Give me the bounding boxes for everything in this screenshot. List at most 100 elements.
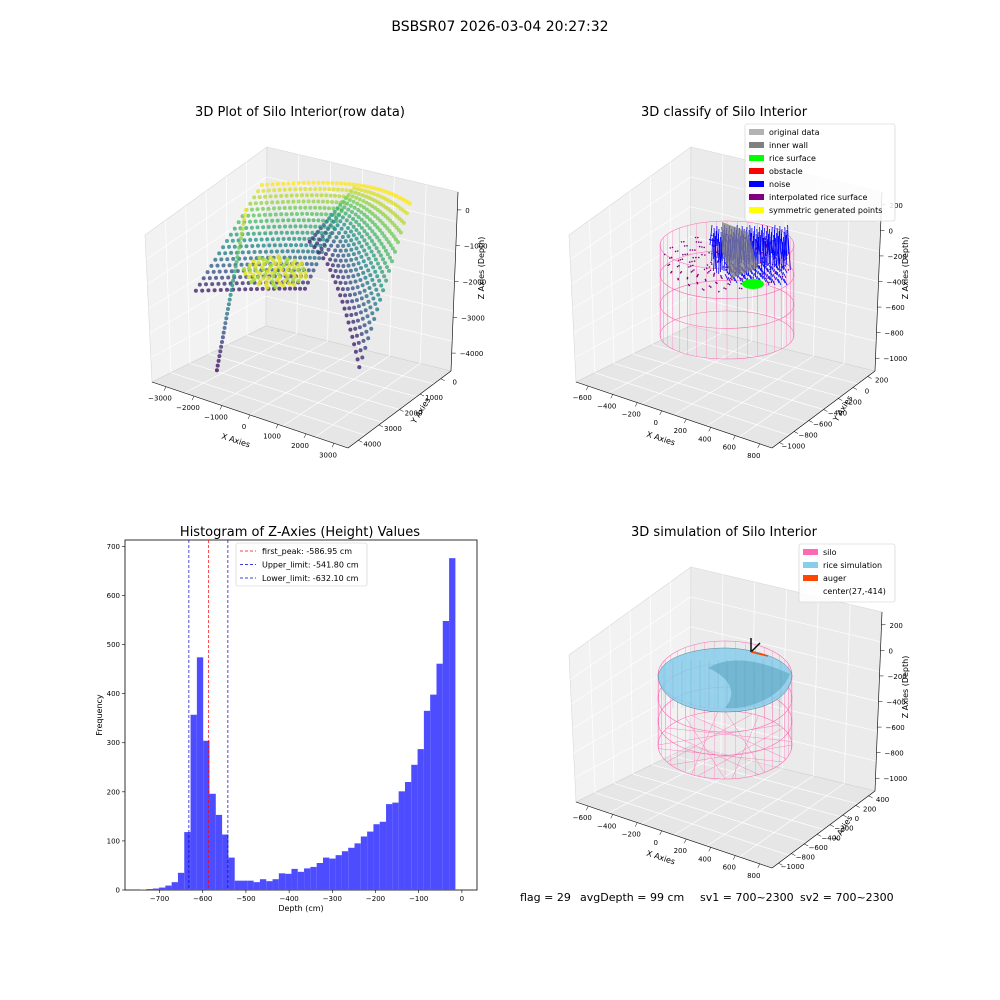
interp-point xyxy=(708,285,711,287)
scatter-point xyxy=(321,256,326,261)
scatter-point xyxy=(305,280,310,285)
scatter-point xyxy=(338,203,343,207)
scatter-point xyxy=(218,288,223,292)
z-tick-label: −400 xyxy=(887,279,906,287)
scatter-point xyxy=(275,181,280,186)
scatter-point xyxy=(326,247,331,252)
interp-point xyxy=(728,283,731,286)
scatter-point xyxy=(331,187,336,192)
scatter-point xyxy=(249,225,254,230)
scatter-point xyxy=(311,218,316,223)
scatter-point xyxy=(346,274,351,279)
scatter-point xyxy=(401,220,406,225)
histogram-bar xyxy=(304,868,311,890)
scatter-point xyxy=(266,188,271,193)
scatter-point xyxy=(243,212,248,217)
x-tick xyxy=(635,822,638,827)
z-tick-label: −4000 xyxy=(460,350,484,358)
scatter-point xyxy=(268,194,273,199)
scatter-point xyxy=(240,226,245,231)
grid-line xyxy=(690,715,877,762)
scatter-point xyxy=(338,280,343,285)
interp-point xyxy=(698,256,700,259)
scatter-point xyxy=(298,271,303,276)
scatter-point xyxy=(386,240,391,245)
scatter-point xyxy=(257,255,262,261)
interp-point xyxy=(740,287,743,290)
x-axis-label: Depth (cm) xyxy=(278,904,323,913)
scatter-point xyxy=(288,205,292,210)
scatter-point xyxy=(298,275,303,280)
scatter-point xyxy=(325,262,330,267)
scatter-point xyxy=(340,215,345,220)
scatter-point xyxy=(265,259,270,264)
scatter-point xyxy=(393,249,397,254)
scatter-point xyxy=(293,286,298,291)
scatter-point xyxy=(370,277,375,282)
grid-line xyxy=(150,295,267,358)
histogram-bar xyxy=(348,847,355,890)
scatter-point xyxy=(376,249,381,254)
scatter-point xyxy=(232,274,236,278)
scatter-point xyxy=(276,264,281,269)
scatter-point xyxy=(204,282,208,287)
scatter-point xyxy=(360,283,365,288)
scatter-point xyxy=(222,281,227,286)
y-tick-label: 3000 xyxy=(384,425,402,433)
scatter-point xyxy=(360,355,365,360)
scatter-point xyxy=(363,345,368,350)
scatter-point xyxy=(225,311,230,316)
scatter-point xyxy=(367,195,372,200)
scatter-point xyxy=(232,226,237,231)
scatter-point xyxy=(365,215,370,219)
scatter-point xyxy=(248,219,252,224)
legend-swatch xyxy=(749,129,764,135)
scatter-point xyxy=(354,256,359,261)
scatter-point xyxy=(320,250,324,254)
noise-point xyxy=(763,240,766,280)
scatter-point xyxy=(233,264,238,269)
scatter-point xyxy=(335,223,340,228)
scatter-point xyxy=(266,275,271,281)
y-tick xyxy=(842,814,847,818)
scatter-point xyxy=(364,242,369,246)
interp-point xyxy=(716,282,718,285)
x-tick-label: 0 xyxy=(654,839,658,847)
noise-point xyxy=(733,276,738,284)
scatter-point xyxy=(287,281,292,286)
interp-point xyxy=(701,246,703,248)
scatter-point xyxy=(223,321,228,326)
interp-point xyxy=(693,260,696,262)
legend: silo rice simulation auger center(27,-414) xyxy=(798,543,896,603)
scatter-point xyxy=(253,263,258,268)
scatter-point xyxy=(364,200,369,205)
scatter-point xyxy=(359,225,364,230)
scatter-point xyxy=(347,198,352,202)
scatter-point xyxy=(366,336,371,341)
noise-point xyxy=(767,233,770,267)
scatter-point xyxy=(311,199,316,204)
interp-point xyxy=(671,246,674,249)
scatter-point xyxy=(329,243,334,248)
scatter-point xyxy=(351,217,356,221)
scatter-point xyxy=(263,194,268,199)
scatter-point xyxy=(219,257,224,262)
scatter-point xyxy=(361,205,366,210)
histogram-bar xyxy=(379,821,387,890)
scatter-point xyxy=(310,236,315,241)
scatter-point xyxy=(355,357,360,362)
scatter-point xyxy=(215,363,220,368)
scatter-point xyxy=(313,187,318,191)
scatter-point xyxy=(352,292,357,297)
scatter-point xyxy=(229,250,234,255)
scatter-point xyxy=(348,327,353,332)
scatter-point xyxy=(357,197,362,202)
scatter-point xyxy=(301,266,306,271)
scatter-point xyxy=(344,218,349,223)
scatter-point xyxy=(299,261,304,266)
axis-ticks: −3000−2000−10000100020003000010002000300… xyxy=(148,207,487,459)
x-axis-line xyxy=(575,801,773,869)
scatter-point xyxy=(333,258,338,263)
scatter-point xyxy=(336,274,341,279)
axes-3d-box xyxy=(144,146,459,449)
